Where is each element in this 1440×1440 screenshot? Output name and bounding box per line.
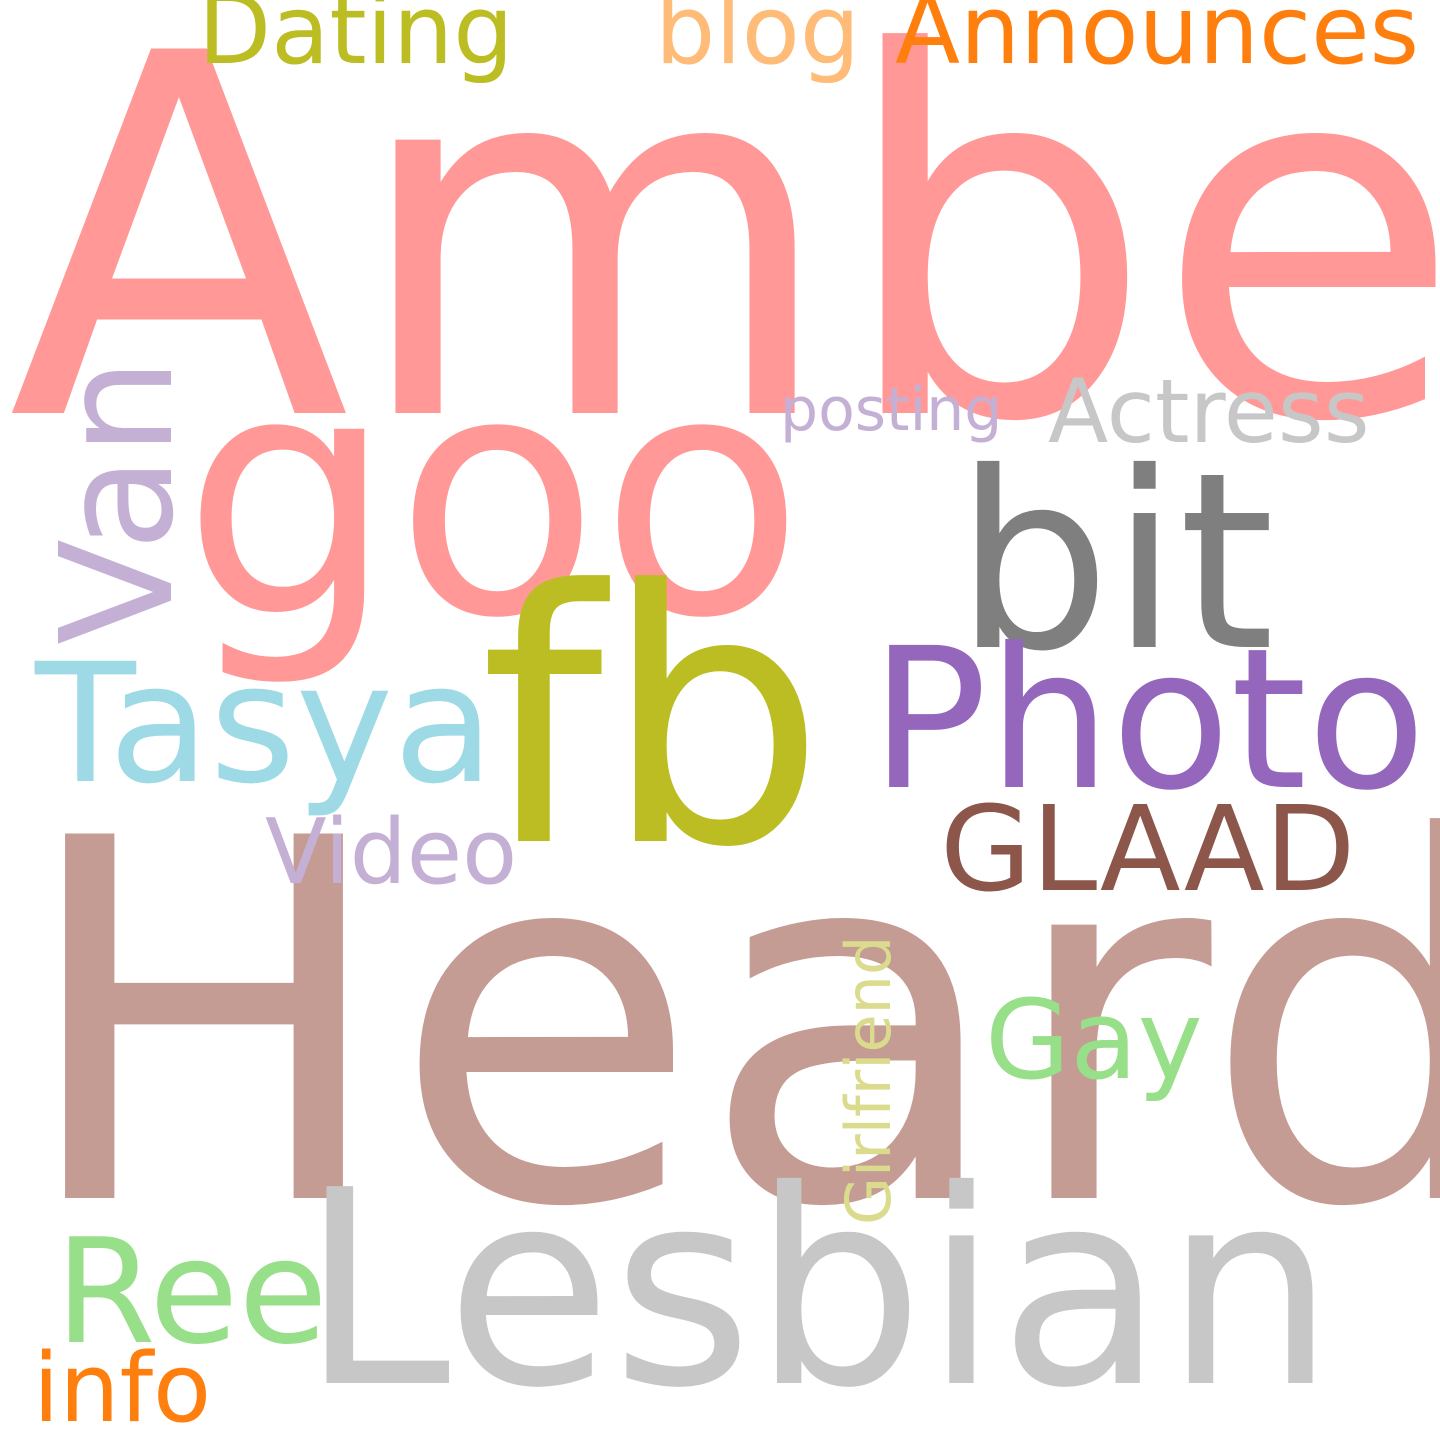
word-announces: Announces [895,0,1420,86]
word-dating: Dating [198,0,514,86]
word-tasya: Tasya [35,628,495,820]
word-gay: Gay [985,976,1203,1104]
word-heard: Heard [16,734,1440,1316]
word-bit: bit [955,420,1275,705]
word-actress: Actress [1048,360,1370,463]
word-video: Video [265,800,518,905]
word-photo: Photo [870,606,1427,833]
word-amber: Amber [8,0,1440,531]
word-van: Van [27,357,208,645]
word-info: info [33,1334,212,1440]
word-goo: goo [182,302,805,692]
word-ree: Ree [55,1208,328,1377]
word-fb: fb [480,516,826,924]
word-girlfriend: Girlfriend [832,935,905,1225]
word-blog: blog [655,0,861,86]
word-glaad: GLAAD [940,780,1356,918]
word-lesbian: Lesbian [300,1132,1336,1440]
word-posting: posting [780,375,1003,445]
